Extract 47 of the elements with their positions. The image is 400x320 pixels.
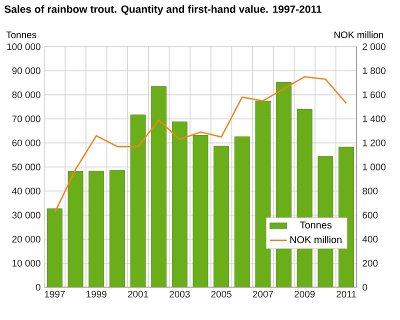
y2-tick-label: 1 200 (362, 140, 386, 146)
chart-title: Sales of rainbow trout. Quantity and first-hand value. 1997-2011 (4, 5, 322, 15)
bar (130, 114, 146, 288)
legend-label: NOK million (290, 236, 342, 244)
y2-axis-title: NOK million (334, 31, 384, 38)
y2-tick-label: 800 (362, 188, 378, 194)
y2-tick-label: 0 (362, 284, 368, 291)
y-tick-label: 90 000 (12, 67, 40, 74)
y2-tick-label: 1 800 (362, 67, 386, 74)
y2-tick-label: 1 600 (362, 91, 386, 98)
x-tick-label: 1997 (44, 290, 65, 298)
bar (234, 136, 250, 288)
y2-tick-label: 600 (362, 212, 378, 218)
y-tick-label: 60 000 (12, 140, 40, 146)
y-axis-title: Tonnes (6, 32, 36, 38)
x-tick-label: 1999 (86, 290, 106, 298)
bar (172, 122, 188, 288)
y2-tick-label: 2 000 (362, 43, 386, 50)
y-tick-label: 50 000 (12, 164, 40, 170)
y2-tick-label: 200 (362, 260, 378, 267)
x-tick-label: 2001 (128, 290, 148, 298)
bar (151, 86, 167, 288)
x-tick-label: 2011 (336, 290, 356, 298)
y-tick-label: 20 000 (12, 236, 40, 243)
bar (192, 135, 208, 288)
y2-tick-label: 400 (362, 236, 378, 243)
x-tick-label: 2003 (170, 290, 190, 298)
y-tick-label: 100 000 (7, 43, 40, 50)
y-tick-label: 0 (36, 284, 40, 291)
legend-label: Tonnes (300, 222, 332, 229)
y2-tick-label: 1 000 (362, 164, 386, 170)
y-tick-label: 10 000 (12, 260, 40, 267)
x-tick-label: 2005 (211, 290, 232, 298)
y-tick-label: 70 000 (12, 116, 40, 122)
bar (214, 146, 230, 288)
y-tick-label: 80 000 (12, 91, 40, 98)
y2-tick-label: 1 400 (362, 116, 386, 122)
bar (88, 170, 104, 288)
bar (47, 208, 62, 288)
y-tick-label: 30 000 (12, 212, 40, 218)
x-tick-label: 2007 (252, 290, 274, 298)
x-tick-label: 2009 (294, 290, 315, 298)
bar (255, 100, 271, 288)
line-series (54, 76, 347, 214)
y-tick-label: 40 000 (12, 188, 40, 194)
bar (68, 171, 84, 288)
bar (109, 170, 125, 288)
